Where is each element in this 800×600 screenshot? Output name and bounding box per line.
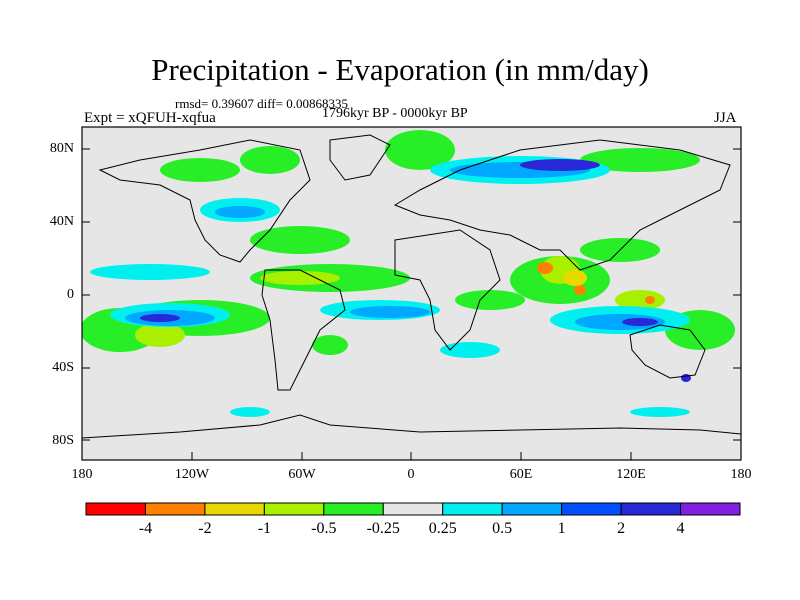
colorbar: [85, 502, 741, 516]
coastline-africa: [394, 229, 501, 351]
anomaly-field: [82, 130, 741, 439]
green-patch: [312, 335, 348, 355]
colorbar-label: 2: [617, 520, 626, 537]
colorbar-label: 0.5: [492, 520, 513, 537]
orange-patch: [574, 285, 586, 295]
coastline-antarctica: [82, 414, 741, 439]
lon-label: 120W: [174, 467, 210, 482]
plot-title: Precipitation - Evaporation (in mm/day): [151, 52, 649, 87]
lat-label: 40S: [52, 360, 74, 375]
lime-patch: [615, 290, 665, 310]
colorbar-box: [561, 502, 622, 516]
colorbar-box: [382, 502, 444, 516]
lime-patch: [135, 323, 185, 347]
lon-label: 180: [730, 467, 752, 482]
colorbar-box: [144, 502, 206, 516]
blue-patch: [215, 206, 265, 218]
colorbar-label: 4: [676, 520, 685, 537]
lat-label: 40N: [49, 214, 74, 229]
colorbar-label: -1: [257, 520, 272, 537]
coastline-australia: [629, 324, 706, 379]
coastline-north-america: [98, 139, 311, 263]
cyan-patch: [90, 264, 210, 280]
cyan-patch: [230, 407, 270, 417]
coastline-eurasia: [393, 139, 731, 271]
dark-blue-patch: [622, 318, 658, 326]
green-patch: [455, 290, 525, 310]
lon-label: 120E: [616, 467, 646, 482]
colorbar-box: [204, 502, 265, 516]
dark-blue-patch: [140, 314, 180, 322]
cyan-patch: [440, 342, 500, 358]
colorbar-label: 1: [557, 520, 566, 537]
orange-patch: [537, 262, 553, 274]
colorbar-box: [323, 502, 384, 516]
green-patch: [250, 226, 350, 254]
yellow-patch: [563, 270, 587, 286]
colorbar-box: [442, 502, 503, 516]
colorbar-box: [501, 502, 563, 516]
coastline-greenland: [329, 134, 391, 181]
cyan-patch: [630, 407, 690, 417]
colorbar-box: [680, 502, 741, 516]
colorbar-label: -0.5: [311, 520, 337, 537]
lat-label: 80N: [49, 141, 74, 156]
lime-patch: [260, 271, 340, 285]
colorbar-label: -4: [138, 520, 153, 537]
dark-blue-patch: [520, 159, 600, 171]
experiment-label: Expt = xQFUH-xqfua: [84, 110, 216, 126]
lon-label: 0: [407, 467, 415, 482]
green-patch: [580, 148, 700, 172]
coastline-south-america: [261, 269, 346, 391]
lat-label: 0: [67, 287, 74, 302]
stats-label: rmsd= 0.39607 diff= 0.00868335: [175, 96, 348, 111]
blue-patch: [350, 306, 430, 318]
lon-label: 60W: [288, 467, 316, 482]
lat-label: 80S: [52, 433, 74, 448]
colorbar-box: [263, 502, 325, 516]
colorbar-box: [85, 502, 146, 516]
colorbar-box: [620, 502, 682, 516]
green-patch: [385, 130, 455, 170]
season-label: JJA: [714, 110, 737, 126]
colorbar-label: 0.25: [428, 520, 457, 537]
lon-label: 180: [71, 467, 93, 482]
colorbar-label: -0.25: [366, 520, 400, 537]
blue-patch: [575, 314, 665, 330]
lon-label: 60E: [509, 467, 533, 482]
colorbar-label: -2: [198, 520, 212, 537]
period-label: 1796kyr BP - 0000kyr BP: [322, 106, 468, 121]
green-patch: [240, 146, 300, 174]
green-patch: [160, 158, 240, 182]
orange-patch: [645, 296, 655, 304]
